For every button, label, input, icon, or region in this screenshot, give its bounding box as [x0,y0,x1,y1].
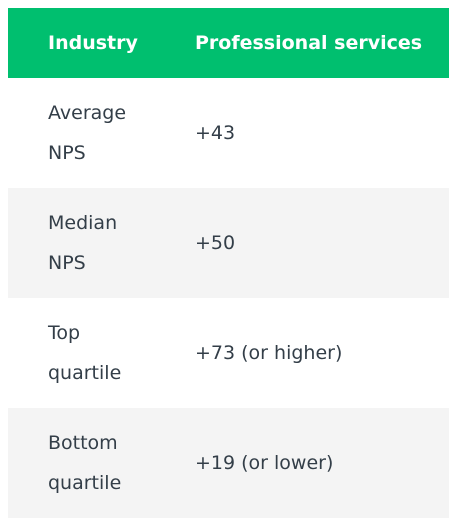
row-value: +43 [195,122,236,144]
table-row: Median NPS +50 [8,188,449,298]
row-label: Top quartile [48,322,122,384]
row-value: +50 [195,232,236,254]
table-row: Average NPS +43 [8,78,449,188]
table-row: Top quartile +73 (or higher) [8,298,449,408]
row-label: Average NPS [48,102,127,164]
row-value: +73 (or higher) [195,342,343,364]
nps-table: Industry Professional services Average N… [8,8,449,518]
header-row: Industry Professional services [8,8,449,78]
table-row: Bottom quartile +19 (or lower) [8,408,449,518]
header-cell: Industry [48,32,138,54]
row-label: Bottom quartile [48,432,122,494]
row-value: +19 (or lower) [195,452,334,474]
header-cell: Professional services [195,32,423,54]
row-label: Median NPS [48,212,118,274]
